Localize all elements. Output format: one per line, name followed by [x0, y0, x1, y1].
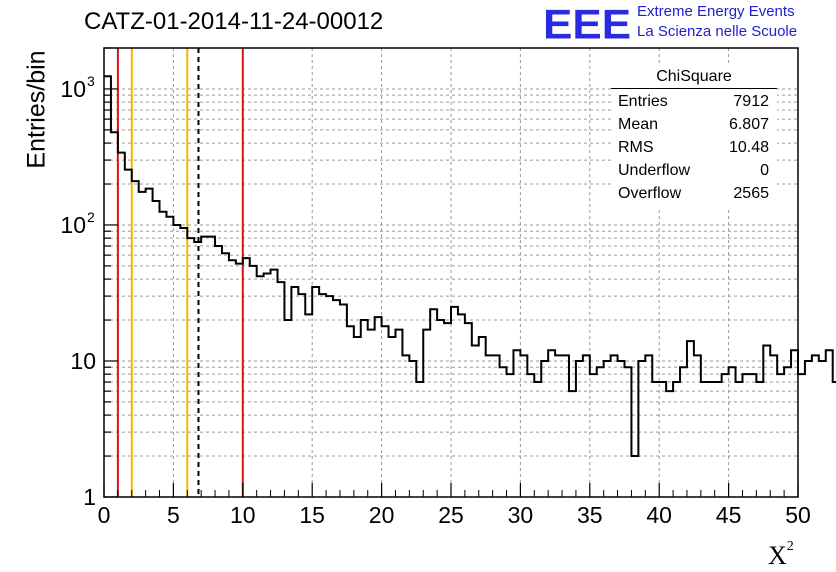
y-tick-label: 10 — [70, 348, 96, 374]
axis-ticks — [103, 47, 799, 498]
stats-divider — [611, 88, 777, 89]
x-tick-label: 5 — [167, 502, 180, 528]
chart-title: CATZ-01-2014-11-24-00012 — [84, 8, 384, 35]
stats-label: RMS — [618, 139, 654, 156]
stats-label: Underflow — [618, 162, 691, 179]
y-tick-label: 1 — [83, 484, 96, 510]
eee-logo: EEE — [543, 1, 632, 48]
x-tick-label: 50 — [785, 502, 811, 528]
logo-line-1: Extreme Energy Events — [637, 3, 795, 20]
y-tick-label-sup: 3 — [87, 73, 95, 89]
stats-title: ChiSquare — [656, 68, 732, 85]
stats-row: Entries 7912 — [618, 93, 769, 111]
y-axis-label: Entries/bin — [22, 50, 51, 169]
x-tick-label: 25 — [438, 502, 464, 528]
x-tick-label: 10 — [230, 502, 256, 528]
stats-value: 7912 — [733, 93, 769, 110]
x-axis-label-sup: 2 — [786, 539, 794, 554]
x-tick-label: 35 — [577, 502, 603, 528]
stats-row: Overflow 2565 — [618, 185, 769, 203]
stats-value: 10.48 — [728, 139, 769, 156]
histogram-series — [104, 75, 836, 458]
y-tick-label: 10 — [60, 76, 86, 102]
stats-label: Entries — [618, 93, 668, 110]
stats-row: Mean 6.807 — [618, 116, 769, 134]
x-tick-label: 20 — [369, 502, 395, 528]
stats-row: Underflow 0 — [618, 162, 769, 180]
x-tick-label: 30 — [508, 502, 534, 528]
x-axis-label: X2 — [768, 539, 794, 571]
x-tick-label: 45 — [716, 502, 742, 528]
reference-lines — [116, 48, 244, 497]
stats-label: Mean — [618, 116, 659, 133]
logo-line-2: La Scienza nelle Scuole — [637, 23, 798, 40]
stats-value: 0 — [760, 162, 769, 179]
x-axis-label-base: X — [768, 541, 787, 570]
stats-value: 2565 — [733, 185, 769, 202]
stats-box: ChiSquare Entries 7912 Mean 6.807 RMS 10.48… — [611, 66, 777, 208]
stats-label: Overflow — [618, 185, 682, 202]
y-tick-label: 10 — [60, 212, 86, 238]
stats-value: 6.807 — [728, 116, 769, 133]
x-tick-label: 15 — [299, 502, 325, 528]
x-tick-label: 40 — [646, 502, 672, 528]
stats-row: RMS 10.48 — [618, 139, 769, 157]
x-tick-label: 0 — [98, 502, 111, 528]
y-tick-label-sup: 2 — [87, 209, 95, 225]
